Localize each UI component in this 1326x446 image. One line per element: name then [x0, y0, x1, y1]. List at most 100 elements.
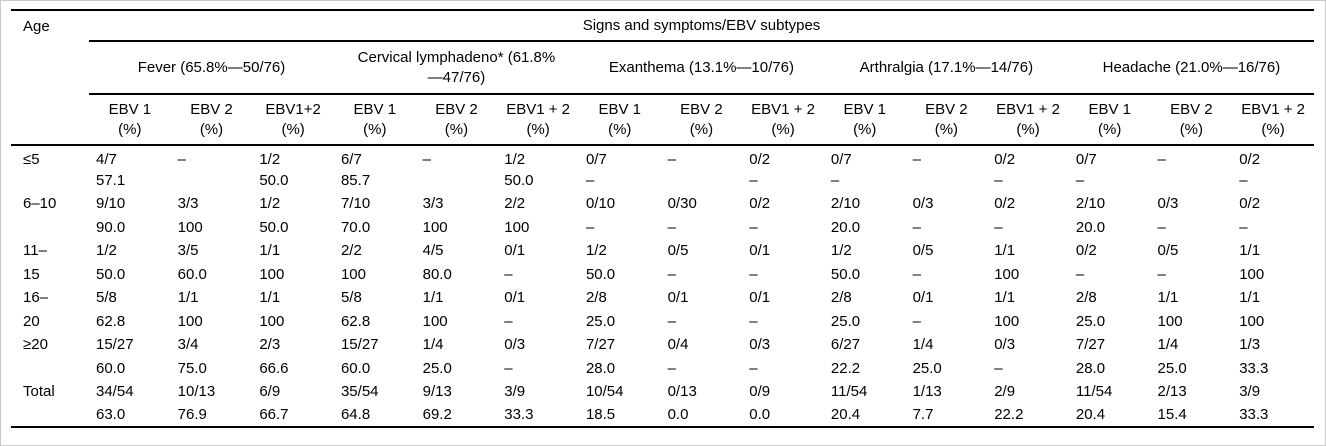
header-line: EBV 1: [1088, 101, 1131, 118]
data-row-counts: ≥20 15/27 3/4 2/3 15/27 1/4 0/3 7/27 0/4 0/3 6/27 1…: [11, 333, 1314, 357]
percent-cell: 25.0: [830, 312, 861, 330]
percent-cell: –: [912, 312, 921, 330]
count-cell: 0/2: [994, 150, 1016, 168]
percent-cell: –: [504, 359, 513, 377]
count-cell: 9/10: [96, 195, 126, 213]
percent-cell: 50.0: [585, 265, 616, 283]
percent-cell: [1151, 169, 1233, 193]
percent-cell: 100: [994, 265, 1020, 283]
count-cell: 0/7: [830, 150, 852, 168]
count-cell: 7/10: [340, 195, 371, 213]
col-header-fever-ebv2: EBV 2 (%): [170, 94, 253, 146]
percent-cell: 100: [177, 218, 203, 236]
percent-cell: 50.0: [504, 171, 534, 189]
percent-cell: 75.0: [177, 359, 207, 377]
percent-cell: [906, 169, 988, 193]
percent-cell: 85.7: [340, 171, 371, 189]
count-cell: 1/1: [994, 242, 1016, 260]
age-label: 11–: [23, 242, 47, 260]
percent-cell: 80.0: [422, 265, 452, 283]
count-cell: 11/54: [1075, 383, 1113, 401]
count-cell: 2/9: [994, 383, 1016, 401]
header-line: (%): [689, 120, 714, 138]
ebv-symptoms-table: Age Signs and symptoms/EBV subtypes Feve…: [11, 9, 1314, 428]
count-cell: 1/1: [422, 289, 444, 307]
header-row-main: Age Signs and symptoms/EBV subtypes: [11, 10, 1314, 146]
percent-cell: 20.0: [1075, 218, 1106, 236]
header-line: (%): [1261, 120, 1285, 138]
count-cell: 0/9: [749, 383, 771, 401]
count-cell: 1/1: [1239, 242, 1261, 260]
percent-cell: 66.6: [259, 359, 289, 377]
percent-cell: –: [749, 218, 758, 236]
percent-cell: –: [1075, 171, 1085, 189]
percent-cell: 100: [259, 265, 285, 283]
data-row-counts: 16– 5/8 1/1 1/1 5/8 1/1 0/1 2/8 0/1 0/1 2/8 0/1 1/1 2…: [11, 286, 1314, 310]
header-line: EBV1 + 2: [1241, 101, 1305, 118]
percent-cell: –: [994, 171, 1003, 189]
percent-cell: 64.8: [333, 403, 416, 428]
group-header-arthralgia: Arthralgia (17.1%—14/76): [823, 41, 1069, 95]
percent-cell: 28.0: [1075, 359, 1106, 377]
header-line: EBV 2: [435, 101, 478, 118]
count-cell: 15/27: [340, 336, 379, 354]
count-cell: 9/13: [422, 383, 452, 401]
percent-cell: 0.0: [660, 403, 743, 428]
percent-cell: 69.2: [415, 403, 498, 428]
count-cell: 6/27: [830, 336, 861, 354]
count-cell: 0/3: [1157, 195, 1179, 213]
age-label: 20: [23, 312, 40, 330]
header-line: EBV 1: [353, 101, 397, 118]
col-header-exanthema-ebv1: EBV 1 (%): [578, 94, 661, 146]
count-cell: 3/5: [177, 242, 199, 260]
count-cell: 1/1: [1239, 289, 1261, 307]
percent-cell: 25.0: [585, 312, 616, 330]
age-label: [11, 403, 89, 428]
percent-cell: 20.4: [823, 403, 906, 428]
count-cell: 3/3: [177, 195, 199, 213]
age-label: ≥20: [23, 336, 48, 354]
count-cell: 0/5: [912, 242, 934, 260]
count-cell: 0/3: [504, 336, 526, 354]
percent-cell: 33.3: [497, 403, 579, 428]
count-cell: 0/1: [912, 289, 934, 307]
count-cell: 0/4: [667, 336, 689, 354]
count-cell: 0/10: [585, 195, 616, 213]
count-cell: –: [422, 150, 431, 168]
percent-cell: 60.0: [340, 359, 371, 377]
header-line: (%): [853, 120, 877, 138]
age-label: [11, 357, 89, 381]
percent-cell: –: [912, 218, 921, 236]
percent-cell: –: [830, 171, 840, 189]
count-cell: 0/2: [1239, 150, 1261, 168]
count-cell: 0/30: [667, 195, 697, 213]
count-cell: 1/2: [830, 242, 852, 260]
percent-cell: 28.0: [585, 359, 616, 377]
count-cell: 3/3: [422, 195, 444, 213]
percent-cell: 100: [1239, 312, 1265, 330]
percent-cell: 100: [504, 218, 530, 236]
percent-cell: 100: [1157, 312, 1183, 330]
percent-cell: 62.8: [96, 312, 126, 330]
percent-cell: 60.0: [96, 359, 126, 377]
header-line: (%): [526, 120, 550, 138]
count-cell: 0/1: [504, 242, 526, 260]
count-cell: 2/10: [830, 195, 861, 213]
count-cell: 1/4: [422, 336, 444, 354]
header-line: (%): [363, 120, 387, 138]
percent-cell: 25.0: [422, 359, 452, 377]
count-cell: 15/27: [96, 336, 134, 354]
percent-cell: –: [1239, 171, 1248, 189]
percent-cell: 100: [340, 265, 366, 283]
percent-cell: [171, 169, 253, 193]
percent-cell: –: [749, 359, 758, 377]
percent-cell: –: [667, 312, 676, 330]
count-cell: 11/54: [830, 383, 868, 401]
count-cell: 1/4: [912, 336, 934, 354]
count-cell: 1/2: [504, 150, 526, 168]
header-line: EBV1 + 2: [506, 101, 570, 118]
percent-cell: –: [667, 218, 676, 236]
header-line: (%): [1179, 120, 1204, 138]
percent-cell: –: [667, 359, 676, 377]
header-line: (%): [934, 120, 959, 138]
